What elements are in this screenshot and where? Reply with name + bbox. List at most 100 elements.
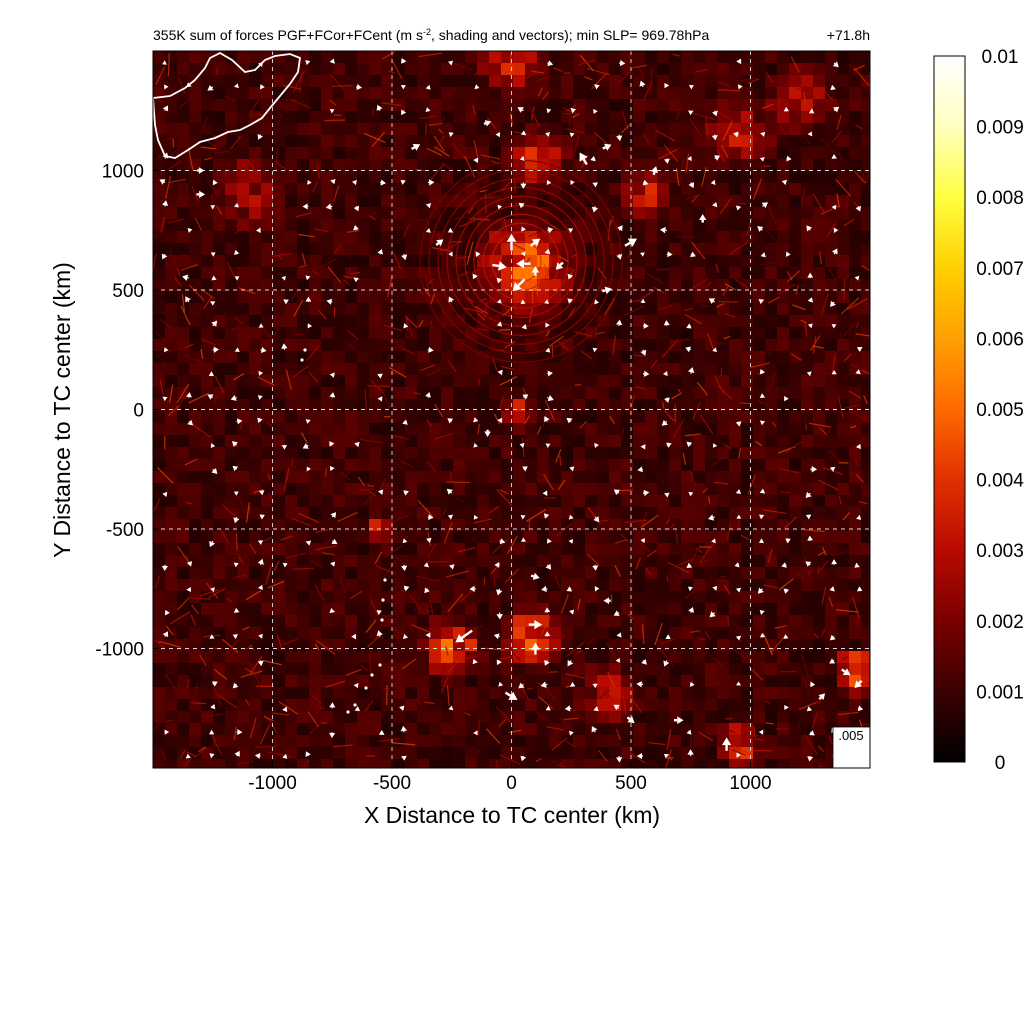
force-vector-arrow: [455, 629, 473, 643]
heatmap-cell: [825, 567, 838, 580]
heatmap-streak: [760, 478, 770, 490]
heatmap-cell: [321, 387, 334, 400]
heatmap-streak: [350, 590, 363, 600]
force-vector-arrow-small: [663, 660, 670, 667]
heatmap-cell: [693, 639, 706, 652]
heatmap-streak: [167, 404, 180, 417]
heatmap-cell: [549, 699, 562, 712]
heatmap-streak: [700, 304, 709, 307]
heatmap-streak: [359, 438, 384, 444]
heatmap-cell: [465, 447, 478, 460]
heatmap-cell: [405, 531, 418, 544]
heatmap-cell: [417, 99, 430, 112]
heatmap-streak: [677, 558, 693, 567]
heatmap-cell: [573, 63, 586, 76]
heatmap-cell: [621, 747, 634, 760]
heatmap-cell: [621, 99, 634, 112]
heatmap-cell: [261, 687, 274, 700]
heatmap-cell: [477, 135, 490, 148]
heatmap-cell: [369, 123, 382, 136]
heatmap-streak: [783, 516, 797, 530]
heatmap-cell: [789, 159, 802, 172]
heatmap-streak: [498, 718, 507, 728]
heatmap-cell: [297, 219, 310, 232]
heatmap-cell: [645, 315, 658, 328]
heatmap-cell: [501, 639, 514, 652]
heatmap-streak: [683, 307, 694, 312]
heatmap-streak: [332, 527, 342, 531]
heatmap-cell: [429, 651, 442, 664]
heatmap-cell: [633, 123, 646, 136]
heatmap-streak: [855, 473, 864, 483]
heatmap-cell: [669, 375, 682, 388]
heatmap-cell: [513, 555, 526, 568]
heatmap-streak: [726, 615, 730, 627]
heatmap-cell: [261, 579, 274, 592]
heatmap-cell: [333, 183, 346, 196]
heatmap-cell: [285, 735, 298, 748]
heatmap-cell: [189, 243, 202, 256]
heatmap-streak: [434, 146, 450, 157]
heatmap-cell: [309, 651, 322, 664]
heatmap-cell: [705, 147, 718, 160]
heatmap-cell: [789, 135, 802, 148]
force-vector-arrow-small: [736, 514, 742, 519]
heatmap-cell: [513, 579, 526, 592]
heatmap-cell: [393, 711, 406, 724]
heatmap-cell: [849, 543, 862, 556]
heatmap-streak: [463, 656, 477, 660]
heatmap-cell: [621, 135, 634, 148]
heatmap-cell: [753, 339, 766, 352]
force-vector-arrow-small: [330, 561, 336, 567]
heatmap-cell: [561, 639, 574, 652]
heatmap-streak: [649, 69, 653, 93]
heatmap-cell: [441, 675, 454, 688]
heatmap-cell: [369, 387, 382, 400]
heatmap-streak: [849, 410, 870, 423]
heatmap-cell: [405, 759, 418, 768]
heatmap-cell: [369, 255, 382, 268]
heatmap-cell: [585, 147, 598, 160]
heatmap-streak: [378, 737, 400, 742]
heatmap-streak: [747, 475, 756, 495]
heatmap-cell: [525, 375, 538, 388]
heatmap-streak: [191, 682, 199, 707]
heatmap-cell: [237, 243, 250, 256]
heatmap-streak: [686, 194, 697, 200]
heatmap-cell: [477, 663, 490, 676]
heatmap-streak: [720, 367, 723, 377]
force-vector-arrow-small: [234, 83, 239, 89]
heatmap-streak: [224, 166, 228, 178]
heatmap-streak: [629, 752, 646, 764]
heatmap-streak: [524, 415, 531, 425]
heatmap-cell: [561, 315, 574, 328]
heatmap-cell: [213, 279, 226, 292]
heatmap-cell: [813, 351, 826, 364]
heatmap-cell: [537, 651, 550, 664]
heatmap-cell: [477, 459, 490, 472]
heatmap-cell: [249, 375, 262, 388]
heatmap-cell: [333, 279, 346, 292]
heatmap-streak: [245, 502, 250, 523]
heatmap-cell: [585, 111, 598, 124]
heatmap-cell: [645, 579, 658, 592]
heatmap-cell: [597, 579, 610, 592]
heatmap-cell: [201, 207, 214, 220]
heatmap-cell: [417, 483, 430, 496]
heatmap-streak: [574, 384, 582, 386]
heatmap-cell: [813, 267, 826, 280]
heatmap-cell: [405, 735, 418, 748]
heatmap-cell: [633, 51, 646, 64]
heatmap-cell: [465, 171, 478, 184]
heatmap-cell: [213, 759, 226, 768]
heatmap-streak: [218, 221, 222, 231]
heatmap-streak: [211, 734, 223, 757]
heatmap-cell: [741, 699, 754, 712]
heatmap-cell: [333, 51, 346, 64]
heatmap-cell: [213, 291, 226, 304]
heatmap-cell: [237, 315, 250, 328]
heatmap-cell: [585, 243, 598, 256]
force-vector-arrow-small: [473, 417, 479, 423]
force-vector-arrow-small: [783, 588, 790, 594]
heatmap-cell: [693, 267, 706, 280]
